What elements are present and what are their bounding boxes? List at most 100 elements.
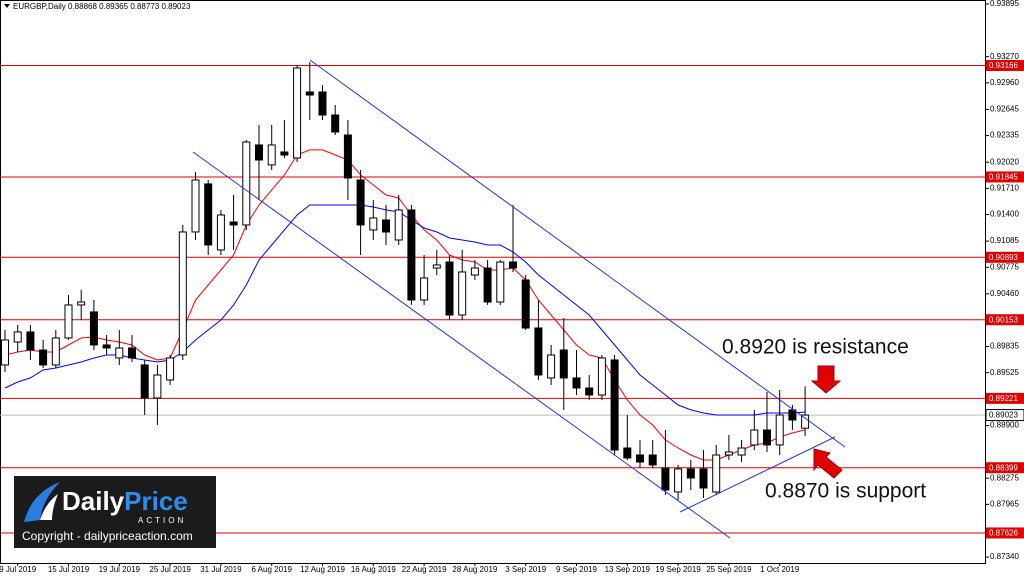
candle-body: [293, 67, 302, 159]
candle-body: [521, 279, 530, 329]
y-tick-label: 0.93270: [990, 52, 1019, 61]
level-label-box: [986, 314, 1024, 326]
candle-body: [26, 331, 35, 351]
candle-body: [331, 114, 340, 133]
candle-body: [77, 301, 86, 306]
candle-body: [585, 387, 594, 396]
channel-lines: [192, 59, 846, 539]
level-label-box: [986, 171, 1024, 183]
logo-word: DailyPrice: [62, 486, 188, 516]
logo-icon: [40, 494, 58, 520]
candle-body: [166, 357, 175, 381]
y-tick-label: 0.93895: [990, 0, 1019, 8]
candle-body: [610, 359, 619, 451]
candle-body: [712, 454, 721, 493]
candle-body: [318, 91, 327, 116]
candle-body: [13, 331, 22, 343]
candle-body: [420, 277, 429, 301]
candle-body: [153, 374, 162, 399]
candle-body: [356, 179, 365, 226]
candle-body: [255, 144, 263, 161]
candle-body: [89, 311, 98, 346]
moving-average: [4, 149, 806, 461]
last-price-box: [985, 409, 1024, 422]
candle-body: [750, 429, 759, 446]
candle-body: [763, 429, 771, 446]
chart-title: EURGBP,Daily 0.88868 0.89365 0.88773 0.8…: [13, 2, 191, 11]
candle-body: [623, 447, 632, 459]
moving-average: [4, 204, 806, 416]
candle-body: [597, 357, 606, 396]
y-tick-label: 0.91085: [990, 236, 1019, 245]
x-tick-label: 9 Sep 2019: [556, 565, 597, 574]
y-tick-label: 0.91710: [990, 183, 1019, 192]
resistance-arrow: [810, 365, 842, 394]
candle-body: [242, 141, 251, 226]
x-tick-label: 1 Oct 2019: [760, 565, 800, 574]
level-label: 0.88399: [989, 463, 1018, 472]
x-tick-label: 15 Jul 2019: [48, 565, 90, 574]
x-tick-label: 31 Jul 2019: [200, 565, 242, 574]
candle-body: [102, 344, 111, 349]
x-tick-label: 28 Aug 2019: [452, 565, 497, 574]
x-tick-label: 16 Aug 2019: [351, 565, 396, 574]
level-label: 0.91845: [989, 173, 1018, 182]
y-tick-label: 0.88275: [990, 473, 1019, 482]
candle-body: [64, 304, 73, 339]
level-label-box: [986, 392, 1024, 404]
x-tick-label: 9 Jul 2019: [0, 565, 37, 574]
x-tick-label: 13 Sep 2019: [605, 565, 651, 574]
candle-body: [496, 261, 505, 303]
candle-body: [115, 347, 124, 359]
candle-body: [674, 468, 683, 493]
candle-body: [445, 261, 454, 316]
candle-body: [737, 447, 746, 456]
candle-body: [686, 468, 695, 479]
candle-body: [267, 144, 276, 166]
candle-body: [382, 219, 390, 233]
y-tick-label: 0.89525: [990, 368, 1019, 377]
candle-body: [204, 183, 213, 246]
level-label: 0.89221: [989, 394, 1018, 403]
level-label-box: [986, 251, 1024, 263]
logo: DailyPrice ACTION Copyright - dailyprice…: [14, 476, 216, 548]
candle-body: [140, 364, 149, 399]
candle-body: [775, 414, 784, 446]
last-open: 0.88868: [68, 2, 97, 11]
y-tick-label: 0.92335: [990, 131, 1019, 140]
last-high: 0.89365: [99, 2, 128, 11]
candle-body: [394, 209, 403, 241]
candle-body: [547, 354, 556, 379]
level-label-box: [986, 59, 1024, 71]
y-tick-label: 0.92020: [990, 157, 1019, 166]
candle-body: [432, 264, 441, 269]
y-tick-label: 0.92645: [990, 105, 1019, 114]
support-arrow: [813, 448, 843, 479]
support-line: [679, 436, 836, 513]
level-label-box: [986, 462, 1024, 474]
candle-body: [483, 267, 492, 303]
logo-tagline: ACTION: [138, 516, 186, 525]
y-tick-label: 0.92960: [990, 78, 1019, 87]
copyright: Copyright - dailypriceaction.com: [22, 529, 193, 543]
candle-body: [801, 414, 810, 429]
candle-body: [343, 134, 352, 179]
y-tick-label: 0.91400: [990, 210, 1019, 219]
logo-icon: [24, 482, 60, 522]
x-tick-label: 12 Aug 2019: [300, 565, 345, 574]
channel-lower: [192, 151, 731, 539]
y-tick-label: 0.87340: [990, 552, 1019, 561]
level-label: 0.90893: [989, 253, 1018, 262]
candle-body: [470, 267, 479, 276]
candle-body: [534, 327, 543, 376]
candle-body: [407, 209, 416, 301]
candle-body: [1, 339, 9, 366]
y-tick-label: 0.90460: [990, 289, 1019, 298]
candle-body: [636, 454, 644, 463]
candle-body: [51, 337, 60, 366]
candle-body: [509, 261, 517, 269]
candle-body: [458, 271, 467, 316]
level-label: 0.90153: [989, 315, 1018, 324]
x-tick-label: 3 Sep 2019: [505, 565, 546, 574]
